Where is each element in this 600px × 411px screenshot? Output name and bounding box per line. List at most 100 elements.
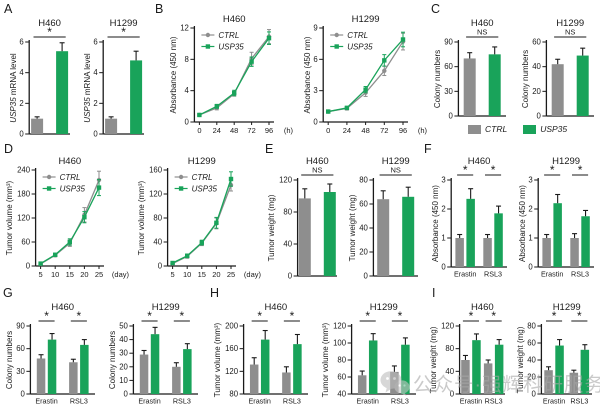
svg-text:90: 90 [16,322,25,331]
svg-text:*: * [469,309,474,323]
watermark: 公众号·强辉科研服务 [380,368,600,397]
svg-text:120: 120 [333,322,347,331]
svg-text:80: 80 [337,356,346,365]
svg-text:96: 96 [265,126,273,135]
svg-text:72: 72 [247,126,255,135]
panel-label-b: B [155,2,164,16]
svg-text:120: 120 [225,367,239,376]
panel-label-e: E [265,142,274,156]
svg-text:10: 10 [183,270,191,279]
svg-text:*: * [147,309,152,323]
plot: 0 30 60 90 H460 Colony numbers * Erastin * RSL3 [5,302,95,406]
svg-text:4: 4 [93,68,98,77]
chart-f-h460: 0 1 2 3 H460 Absorbance (450 nm) * Erastin * RSL3 [431,156,507,279]
svg-text:H1299: H1299 [553,302,581,313]
svg-text:20: 20 [527,373,536,382]
svg-text:Erastin: Erastin [357,397,379,406]
svg-text:USP35: USP35 [60,184,86,193]
chart-e-h1299: 0 20 40 60 80 H1299 Tumor weight (mg) NS [348,156,418,281]
svg-text:50: 50 [119,322,128,331]
svg-text:H1299: H1299 [382,156,410,167]
svg-text:40: 40 [283,240,292,249]
svg-text:RSL3: RSL3 [571,270,589,279]
svg-text:0: 0 [537,112,542,121]
svg-text:Tumor weight (mg): Tumor weight (mg) [429,326,438,393]
svg-text:3: 3 [528,176,532,185]
svg-text:*: * [77,309,82,323]
svg-text:USP35: USP35 [192,184,218,193]
svg-text:100: 100 [333,339,347,348]
svg-text:20: 20 [80,270,88,279]
svg-text:48: 48 [361,126,369,135]
svg-text:80: 80 [359,176,368,185]
plot: 0 60 120 180 240 H460 Tumor volume (mm³) 5 10 15 2… [5,156,129,279]
svg-text:40: 40 [527,356,536,365]
svg-text:CTRL: CTRL [60,173,81,182]
svg-text:24: 24 [343,126,351,135]
svg-text:25: 25 [95,270,103,279]
svg-text:9: 9 [313,24,317,33]
panel-label-f: F [424,142,432,156]
svg-text:0: 0 [449,112,454,121]
svg-text:H460: H460 [38,18,61,29]
svg-text:15: 15 [198,270,206,279]
svg-text:USP35 mRNA level: USP35 mRNA level [83,53,92,123]
panel-h-charts: 80 120 160 200 H460 Tumor volume (mm³) * Erasti… [212,300,422,407]
svg-text:180: 180 [17,190,31,199]
plot: 0 40 80 120 160 H1299 Tumor volume (mm³) 5 10 15 2… [137,156,261,279]
svg-text:5: 5 [171,270,175,279]
chart-f-h1299: 0 1 2 3 H1299 Absorbance (450 nm) * Erastin * RSL… [518,156,594,279]
plot: 0 1 2 3 H460 Absorbance (450 nm) * Erastin * RSL3 [431,156,507,279]
svg-text:120: 120 [149,190,163,199]
chart-i-h1299: 0 20 40 60 80 H1299 Tumor weight (mg) * Erastin *… [516,302,592,406]
panel-label-i: I [432,286,436,300]
svg-text:80: 80 [445,344,454,353]
svg-text:Tumor weight (mg): Tumor weight (mg) [348,194,357,261]
svg-text:6: 6 [93,38,97,47]
panel-label-c: C [431,2,441,16]
svg-text:Tumor volume (mm³): Tumor volume (mm³) [213,322,222,397]
svg-text:0: 0 [450,390,455,399]
svg-text:6: 6 [313,55,317,64]
legend-label-ctrl: CTRL [485,124,508,134]
svg-text:0: 0 [124,390,129,399]
svg-text:60: 60 [337,373,346,382]
svg-text:Colony numbers: Colony numbers [5,331,14,389]
svg-text:H460: H460 [223,14,246,25]
svg-text:RSL3: RSL3 [70,397,88,406]
svg-text:60: 60 [532,38,541,47]
svg-text:8: 8 [185,55,189,64]
svg-text:80: 80 [229,390,238,399]
svg-text:H1299: H1299 [556,18,584,29]
svg-text:4: 4 [185,86,190,95]
svg-text:H1299: H1299 [152,302,180,313]
svg-text:RSL3: RSL3 [485,397,503,406]
svg-text:Colony numbers: Colony numbers [521,50,530,108]
svg-text:Erastin: Erastin [35,397,57,406]
usp35-swatch-icon [523,124,537,134]
svg-text:4: 4 [19,68,24,77]
svg-text:Erastin: Erastin [543,397,565,406]
plot: 0 20 40 60 80 H1299 Tumor weight (mg) * Erastin *… [516,302,592,406]
panel-h: H 80 120 160 200 H460 Tumor volume (mm³) * Eras… [206,286,424,411]
svg-text:0: 0 [532,390,537,399]
svg-text:*: * [290,309,295,323]
svg-text:*: * [44,309,49,323]
panel-i-charts: 0 40 80 120 H460 Tumor weight (mg) * Erastin * RS… [428,300,598,407]
svg-text:200: 200 [225,322,239,331]
legend-item-ctrl: CTRL [468,124,507,134]
svg-text:Tumor volume (mm³): Tumor volume (mm³) [5,180,14,255]
svg-text:30: 30 [444,87,453,96]
svg-text:*: * [257,309,262,323]
panel-label-a: A [4,2,13,16]
svg-text:RSL3: RSL3 [570,397,588,406]
svg-text:H1299: H1299 [352,14,380,25]
svg-text:160: 160 [225,344,239,353]
panel-b: B 0 4 8 12 H460 Absorbance (450 nm) 0 24 48 72 96(… [152,0,428,142]
svg-text:Absorbance (450 nm): Absorbance (450 nm) [303,36,312,113]
svg-text:Absorbance (450 nm): Absorbance (450 nm) [518,185,527,262]
svg-text:0: 0 [93,130,98,139]
svg-text:20: 20 [212,270,220,279]
svg-text:NS: NS [565,28,575,37]
svg-text:(h): (h) [418,126,428,135]
